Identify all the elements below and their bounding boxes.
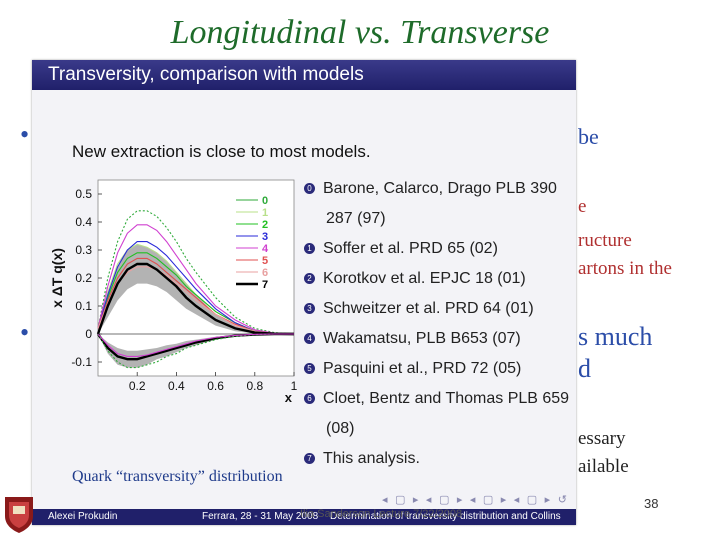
series-line-3: [97, 241, 295, 335]
y-tick-label: 0.3: [75, 243, 92, 257]
reference-number: 2: [304, 273, 315, 285]
reference-item: 7 This analysis.: [304, 444, 569, 474]
reference-text: Cloet, Bentz and Thomas PLB 659: [323, 390, 570, 407]
y-tick-label: 0.4: [75, 215, 92, 229]
x-tick-label: 0.4: [168, 379, 185, 393]
reference-text: Wakamatsu, PLB B653 (07): [323, 330, 521, 347]
reference-number: 4: [304, 333, 315, 345]
reference-text: Schweitzer et al. PRD 64 (01): [323, 300, 534, 317]
transversity-chart: 0.50.40.30.20.10-0.10.2 0.4 0.6 0.8 1xx ΔT q…: [49, 179, 298, 405]
reference-number: 1: [304, 243, 315, 255]
series-line-0: [97, 210, 295, 335]
y-tick-label: -0.1: [71, 355, 92, 369]
university-seal-icon: [5, 497, 33, 533]
series-line-4-down: [97, 333, 294, 357]
y-tick-label: 0.5: [75, 187, 92, 201]
legend-label: 6: [262, 267, 268, 279]
y-axis-label: x ΔT q(x): [49, 248, 65, 308]
slide-subtitle: New extraction is close to most models.: [72, 142, 371, 161]
background-text-fragment: d: [578, 354, 591, 383]
reference-text: This analysis.: [323, 450, 420, 467]
reference-item: 6 Cloet, Bentz and Thomas PLB 659 (08): [304, 384, 569, 444]
legend-label: 5: [262, 255, 268, 267]
reference-text: Soffer et al. PRD 65 (02): [323, 240, 498, 257]
background-text-fragment: s much: [578, 322, 653, 351]
background-text-fragment: be: [578, 124, 599, 149]
series-line-4: [97, 224, 295, 335]
reference-text-cont: 287 (97): [326, 210, 386, 227]
legend-label: 4: [262, 243, 269, 255]
x-tick-label: 0.8: [246, 379, 263, 393]
reference-item: 3 Schweitzer et al. PRD 64 (01): [304, 294, 569, 324]
legend-label: 3: [262, 231, 268, 243]
bullet-marker: •: [20, 120, 30, 149]
legend-label: 2: [262, 219, 268, 231]
y-tick-label: 0.2: [75, 271, 92, 285]
slide-header: Transversity, comparison with models: [32, 60, 576, 90]
legend-label: 1: [262, 207, 268, 219]
reference-text: Korotkov et al. EPJC 18 (01): [323, 270, 526, 287]
reference-item: 1 Soffer et al. PRD 65 (02): [304, 234, 569, 264]
reference-number: 3: [304, 303, 315, 315]
slide-navigation-icons[interactable]: ◂ ▢ ▸ ◂ ▢ ▸ ◂ ▢ ▸ ◂ ▢ ▸ ↺: [382, 493, 569, 506]
reference-number: 5: [304, 363, 315, 375]
x-tick-label: 0.2: [129, 379, 146, 393]
series-line-7: [96, 262, 295, 336]
footer-topic: Determination of transversity distributi…: [330, 511, 561, 522]
reference-item: 0 Barone, Calarco, Drago PLB 390 287 (97): [304, 174, 569, 234]
reference-item: 4 Wakamatsu, PLB B653 (07): [304, 324, 569, 354]
slide-footer: Alexei Prokudin Ferrara, 28 - 31 May 200…: [32, 509, 576, 525]
x-axis-label: x: [285, 390, 293, 405]
reference-item: 5 Pasquini et al., PRD 72 (05): [304, 354, 569, 384]
x-tick-label: 1: [291, 379, 298, 393]
reference-text-cont: (08): [326, 420, 355, 437]
series-line-5: [97, 257, 295, 335]
reference-item: 2 Korotkov et al. EPJC 18 (01): [304, 264, 569, 294]
legend-label: 0: [262, 195, 268, 207]
background-text-fragment: e: [578, 196, 587, 217]
inset-slide: Transversity, comparison with models New…: [32, 60, 576, 525]
chart-caption: Quark “transversity” distribution: [72, 468, 283, 485]
background-text-fragment: ructure: [578, 230, 632, 251]
reference-number: 0: [304, 183, 315, 195]
bullet-marker: •: [20, 318, 30, 347]
x-tick-label: 0.6: [207, 379, 224, 393]
legend-label: 7: [262, 279, 268, 291]
footer-venue: Ferrara, 28 - 31 May 2008: [202, 511, 319, 522]
background-text-fragment: essary: [578, 428, 626, 449]
background-text-fragment: artons in the: [578, 258, 672, 279]
page-number: 38: [644, 496, 659, 511]
page-title: Longitudinal vs. Transverse: [170, 14, 550, 51]
reference-list: 0 Barone, Calarco, Drago PLB 390 287 (97)…: [304, 174, 569, 474]
series-line-0-down: [97, 333, 294, 369]
reference-text: Barone, Calarco, Drago PLB 390: [323, 180, 557, 197]
reference-number: 6: [304, 393, 315, 405]
y-tick-label: 0: [85, 327, 92, 341]
y-tick-label: 0.1: [75, 299, 92, 313]
footer-credit: Ilia Sanderson Lecture 7/22/2008: [300, 508, 463, 520]
footer-author: Alexei Prokudin: [48, 511, 118, 522]
reference-number: 7: [304, 453, 315, 465]
uncertainty-band: [98, 334, 294, 368]
reference-text: Pasquini et al., PRD 72 (05): [323, 360, 522, 377]
background-text-fragment: ailable: [578, 456, 629, 477]
